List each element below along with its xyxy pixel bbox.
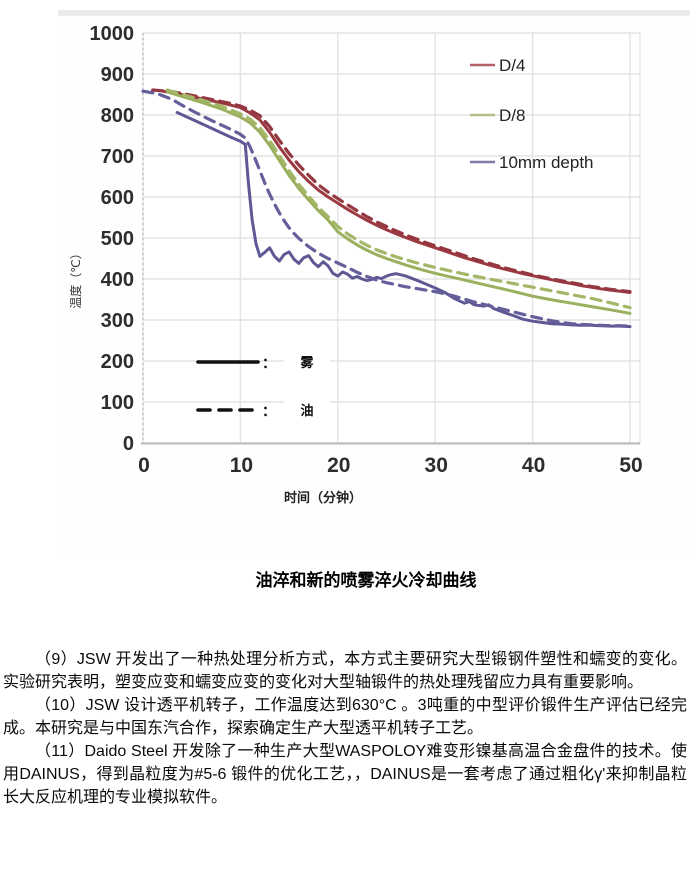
x-tick-label: 20 xyxy=(327,454,350,477)
x-tick-label: 30 xyxy=(425,454,448,477)
cooling-curves-chart: 0 100 200 300 400 500 600 700 800 900 1000 0 10 20 30 4… xyxy=(68,23,643,505)
y-tick-label: 1000 xyxy=(90,23,135,45)
y-tick-label: 800 xyxy=(101,105,134,127)
style-legend-colon: ： xyxy=(262,355,276,371)
y-axis-title: 温度（℃） xyxy=(68,247,83,308)
style-legend-label-油: 油 xyxy=(300,403,313,418)
curve-10mm depth-雾 xyxy=(175,111,632,329)
y-tick-label: 0 xyxy=(123,433,134,455)
style-legend-colon: ： xyxy=(262,403,276,419)
y-tick-label: 200 xyxy=(101,351,134,373)
curve-D/8-雾 xyxy=(165,90,632,315)
paragraph-11: （11）Daido Steel 开发除了一种生产大型WASPOLOY难变形镍基高… xyxy=(3,743,687,806)
legend-label-D/8: D/8 xyxy=(499,106,525,125)
x-tick-label: 50 xyxy=(619,454,642,477)
paragraph-9: （9）JSW 开发出了一种热处理分析方式，本方式主要研究大型锻钢件塑性和蠕变的变… xyxy=(3,651,687,691)
curve-D/4-油 xyxy=(151,88,632,294)
y-tick-label: 400 xyxy=(101,269,134,291)
body-text: （9）JSW 开发出了一种热处理分析方式，本方式主要研究大型锻钢件塑性和蠕变的变… xyxy=(0,648,690,809)
y-tick-label: 300 xyxy=(101,310,134,332)
paragraph-10: （10）JSW 设计透平机转子，工作温度达到630°C 。3吨重的中型评价锻件生… xyxy=(3,697,687,737)
x-axis-title: 时间（分钟） xyxy=(284,490,362,505)
legend-label-10mm depth: 10mm depth xyxy=(499,153,594,172)
style-legend-label-雾: 雾 xyxy=(299,355,314,370)
figure-top-edge xyxy=(58,10,690,16)
figure-caption: 油淬和新的喷雾淬火冷却曲线 xyxy=(255,571,477,590)
legend-label-D/4: D/4 xyxy=(499,56,525,75)
y-tick-label: 100 xyxy=(101,392,134,414)
x-tick-label: 10 xyxy=(230,454,253,477)
y-tick-label: 600 xyxy=(101,187,134,209)
curve-D/8-油 xyxy=(165,88,632,310)
x-tick-label: 40 xyxy=(522,454,545,477)
x-tick-label: 0 xyxy=(138,454,150,477)
y-tick-label: 500 xyxy=(101,228,134,250)
style-legend-label-box xyxy=(284,348,330,376)
y-tick-label: 700 xyxy=(101,146,134,168)
y-tick-label: 900 xyxy=(101,64,134,86)
style-legend-label-box xyxy=(284,396,330,424)
figure-cooling-curves: 0 100 200 300 400 500 600 700 800 900 1000 0 10 20 30 4… xyxy=(58,10,690,556)
curve-10mm depth-油 xyxy=(141,89,632,328)
